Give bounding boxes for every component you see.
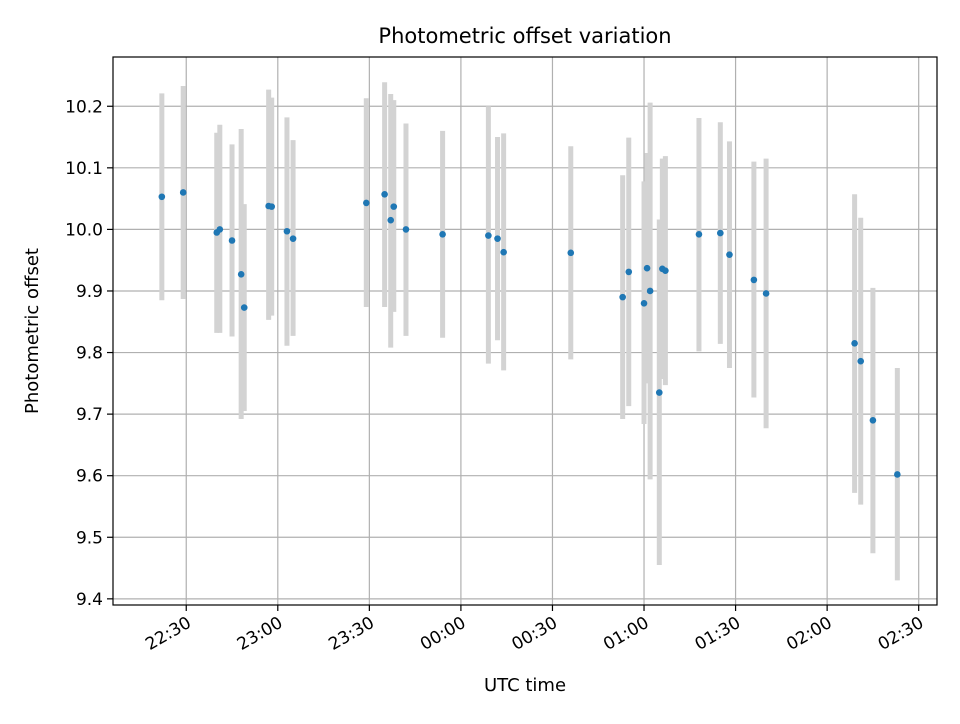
data-point bbox=[363, 199, 370, 207]
y-tick-label: 9.9 bbox=[76, 282, 103, 302]
data-point bbox=[494, 235, 501, 242]
data-point bbox=[268, 203, 275, 210]
data-point bbox=[387, 216, 395, 224]
data-point bbox=[717, 229, 724, 237]
data-point bbox=[646, 287, 654, 295]
data-points bbox=[158, 189, 901, 478]
data-point bbox=[289, 235, 297, 242]
chart-title: Photometric offset variation bbox=[378, 24, 671, 48]
data-point bbox=[402, 226, 410, 233]
data-point bbox=[695, 231, 703, 238]
y-tick-label: 9.7 bbox=[76, 405, 103, 425]
y-axis-label: Photometric offset bbox=[22, 248, 43, 414]
data-point bbox=[283, 227, 291, 235]
data-point bbox=[619, 293, 626, 301]
data-point bbox=[857, 357, 865, 365]
data-point bbox=[640, 299, 648, 307]
y-tick-label: 9.6 bbox=[76, 467, 103, 487]
data-point bbox=[750, 276, 758, 284]
data-point bbox=[381, 191, 388, 198]
data-point bbox=[439, 231, 446, 238]
data-point bbox=[625, 268, 633, 276]
data-point bbox=[237, 271, 245, 278]
x-axis-label: UTC time bbox=[484, 675, 566, 696]
y-tick-label: 9.8 bbox=[76, 344, 103, 364]
y-tick-label: 10.2 bbox=[65, 97, 103, 117]
plot-frame bbox=[112, 56, 938, 606]
data-point bbox=[762, 290, 770, 297]
data-point bbox=[655, 389, 663, 396]
data-point bbox=[567, 249, 575, 257]
grid bbox=[113, 57, 937, 605]
data-point bbox=[851, 340, 858, 347]
data-point bbox=[240, 304, 248, 311]
data-point bbox=[869, 416, 877, 424]
y-tick-label: 10.1 bbox=[65, 159, 103, 179]
y-tick-label: 10.0 bbox=[65, 220, 103, 240]
data-point bbox=[726, 251, 733, 258]
y-tick-label: 9.5 bbox=[76, 528, 103, 548]
data-point bbox=[894, 471, 901, 478]
data-point bbox=[216, 226, 224, 233]
data-point bbox=[179, 189, 187, 196]
y-tick-label: 9.4 bbox=[76, 590, 103, 610]
data-point bbox=[158, 193, 166, 201]
data-point bbox=[662, 267, 669, 274]
data-point bbox=[643, 264, 651, 272]
data-point bbox=[500, 248, 507, 256]
data-point bbox=[228, 237, 236, 244]
data-point bbox=[390, 203, 398, 210]
data-point bbox=[485, 232, 492, 239]
